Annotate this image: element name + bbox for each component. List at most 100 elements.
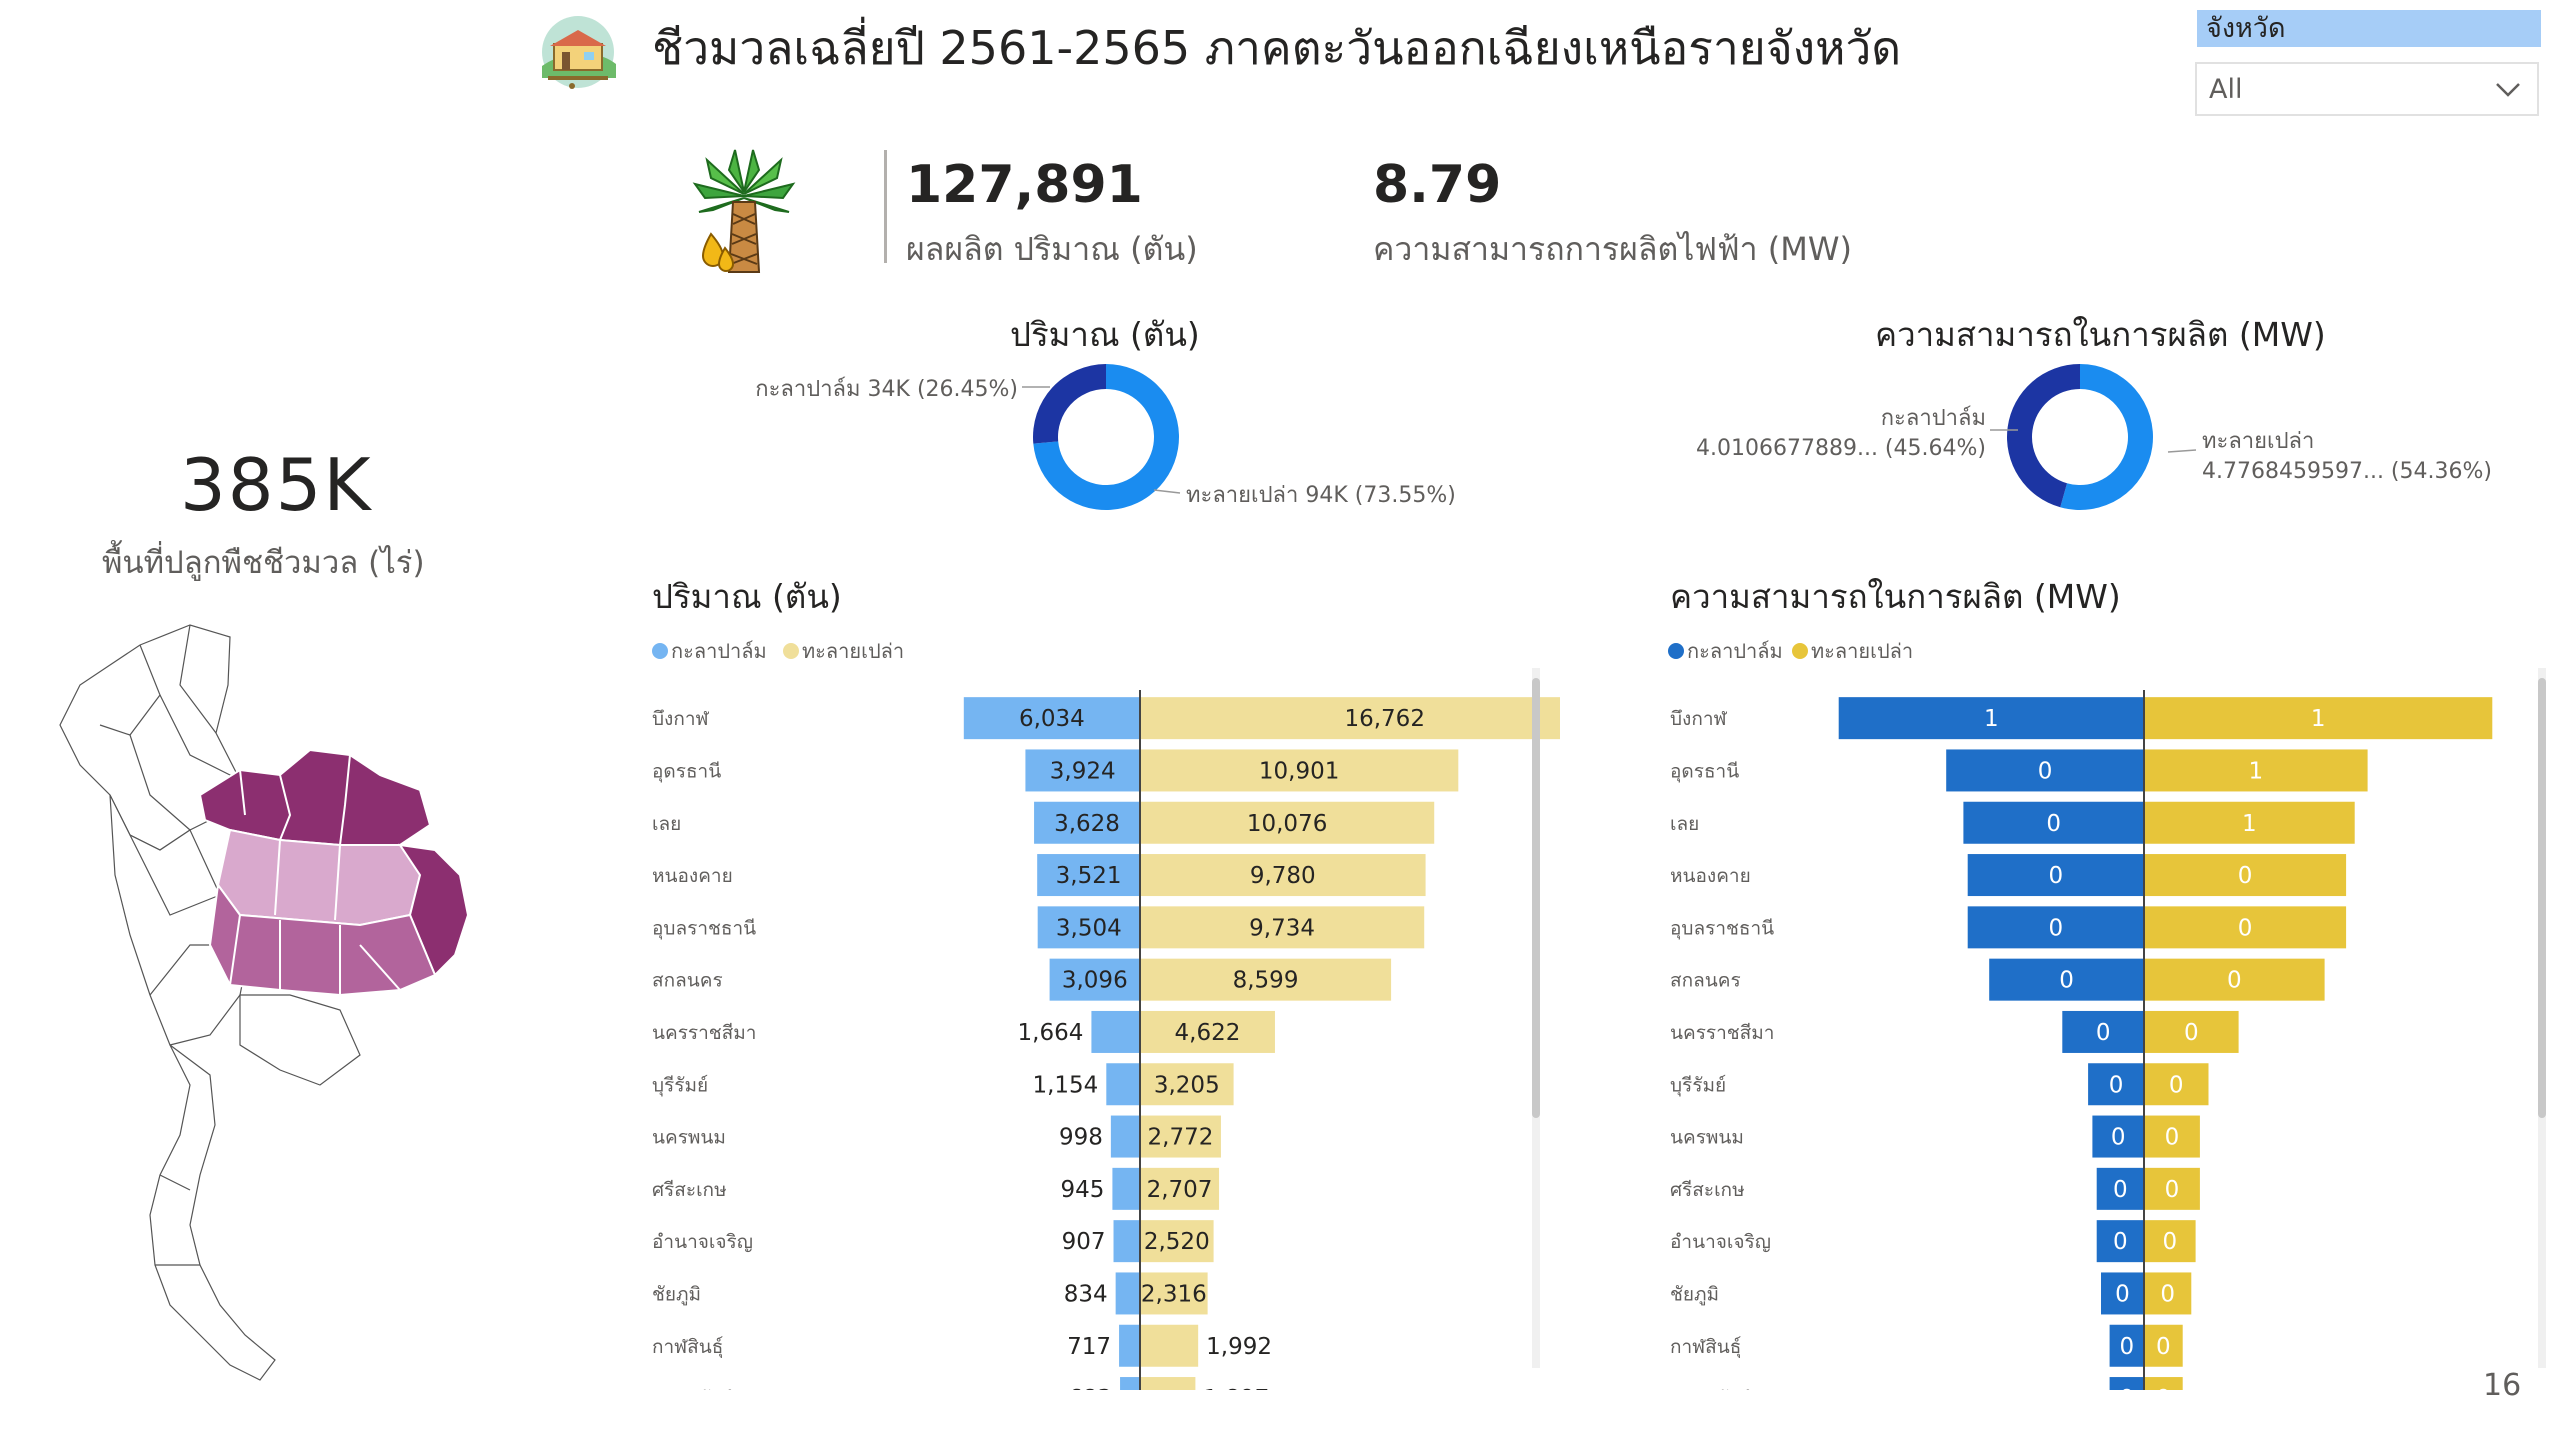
volume-bar-bar-left[interactable]	[1119, 1324, 1140, 1367]
capacity-bar-category-label: บุรีรัมย์	[1670, 1074, 1726, 1097]
volume-bar-value-label-left: 834	[1064, 1281, 1108, 1307]
volume-bar-scrollbar-thumb[interactable]	[1532, 678, 1540, 1118]
volume-bar-bar-left[interactable]	[1106, 1063, 1140, 1106]
volume-bar-bar-right[interactable]	[1140, 1377, 1196, 1390]
capacity-bar-bar-right[interactable]	[2144, 1220, 2196, 1263]
province-slicer-label: จังหวัด	[2197, 10, 2541, 47]
volume-bar-bar-right[interactable]	[1140, 1063, 1234, 1106]
volume-bar-bar-right[interactable]	[1140, 1272, 1208, 1315]
volume-bar-bar-right[interactable]	[1140, 697, 1560, 740]
volume-bar-bar-left[interactable]	[1091, 1010, 1140, 1053]
capacity-bar-bar-left[interactable]	[2092, 1115, 2144, 1158]
capacity-bar-bar-left[interactable]	[1946, 749, 2144, 792]
volume-bar-bar-right[interactable]	[1140, 1220, 1214, 1263]
volume-bar-bar-right[interactable]	[1140, 1167, 1220, 1210]
capacity-bar-bar-left[interactable]	[2088, 1063, 2144, 1106]
volume-bar-legend-label-0: กะลาปาล์ม	[671, 639, 767, 663]
volume-bar-value-label-left: 1,664	[1018, 1020, 1084, 1046]
capacity-bar-value-label-left: 0	[2038, 758, 2053, 784]
volume-bar-value-label-right: 2,316	[1141, 1281, 1207, 1307]
thailand-map[interactable]	[40, 615, 470, 1385]
capacity-bar-bar-right[interactable]	[2144, 1377, 2183, 1390]
volume-bar-value-label-left: 3,521	[1056, 863, 1122, 889]
map-province-central-row	[216, 828, 422, 927]
capacity-bar-value-label-left: 0	[2049, 863, 2064, 889]
donut-volume-title: ปริมาณ (ตัน)	[1010, 315, 1200, 354]
donut-capacity-slice-0[interactable]	[2060, 364, 2153, 510]
capacity-bar-bar-right[interactable]	[2144, 1167, 2200, 1210]
capacity-bar-bar-left[interactable]	[2062, 1010, 2144, 1053]
capacity-bar-bar-left[interactable]	[2109, 1324, 2144, 1367]
volume-bar-bar-right[interactable]	[1140, 958, 1392, 1001]
capacity-bar-bar-left[interactable]	[2096, 1220, 2144, 1263]
capacity-bar-bar-right[interactable]	[2144, 1010, 2239, 1053]
volume-bar-bar-left[interactable]	[1110, 1115, 1140, 1158]
volume-bar-bar-left[interactable]	[1037, 906, 1140, 949]
volume-bar-bar-left[interactable]	[1037, 854, 1140, 897]
page-number: 16	[2483, 1368, 2522, 1403]
capacity-bar-bar-right[interactable]	[2144, 1272, 2192, 1315]
volume-bar-category-label: อุบลราชธานี	[652, 917, 756, 940]
capacity-bar-legend-label-0: กะลาปาล์ม	[1687, 639, 1783, 663]
province-slicer-dropdown[interactable]: All	[2195, 62, 2539, 116]
volume-bar-value-label-left: 3,628	[1054, 811, 1120, 837]
capacity-bar-scrollbar-thumb[interactable]	[2538, 678, 2546, 1118]
volume-bar-bar-left[interactable]	[1112, 1167, 1140, 1210]
volume-bar-chart[interactable]: กะลาปาล์ม ทะลายเปล่าบึงกาฬ 6,034 16,762 อุดร…	[640, 620, 1560, 1390]
volume-bar-category-label: เลย	[652, 813, 681, 835]
capacity-bar-bar-left[interactable]	[1967, 854, 2144, 897]
capacity-bar-chart[interactable]: กะลาปาล์ม ทะลายเปล่าบึงกาฬ 1 1 อุดรธานี 0 1 เลย…	[1658, 620, 2558, 1390]
capacity-bar-bar-right[interactable]	[2144, 854, 2347, 897]
capacity-bar-bar-left[interactable]	[2109, 1377, 2144, 1390]
volume-bar-bar-left[interactable]	[1115, 1272, 1140, 1315]
volume-bar-bar-right[interactable]	[1140, 749, 1459, 792]
volume-bar-bar-left[interactable]	[1025, 749, 1140, 792]
donut-capacity-slice-1[interactable]	[2007, 364, 2080, 508]
capacity-bar-value-label-left: 0	[2111, 1125, 2126, 1151]
volume-bar-bar-right[interactable]	[1140, 1010, 1275, 1053]
volume-bar-bar-left[interactable]	[1120, 1377, 1140, 1390]
donut-volume-chart[interactable]: กะลาปาล์ม 34K (26.45%) ทะลายเปล่า 94K (7…	[740, 340, 1520, 540]
volume-bar-bar-left[interactable]	[1049, 958, 1140, 1001]
volume-bar-bar-right[interactable]	[1140, 1324, 1199, 1367]
volume-bar-bar-left[interactable]	[1034, 801, 1140, 844]
volume-bar-value-label-right: 1,992	[1206, 1334, 1272, 1360]
donut-volume-slice-0[interactable]	[1033, 364, 1179, 510]
capacity-bar-bar-right[interactable]	[2144, 1063, 2209, 1106]
capacity-bar-value-label-right: 0	[2162, 1229, 2177, 1255]
capacity-bar-legend-label-1: ทะลายเปล่า	[1811, 639, 1913, 663]
capacity-bar-bar-right[interactable]	[2144, 906, 2347, 949]
volume-bar-value-label-left: 1,154	[1032, 1072, 1098, 1098]
capacity-bar-bar-left[interactable]	[1967, 906, 2144, 949]
volume-bar-category-label: หนองบัวลำภู	[652, 1388, 756, 1390]
capacity-bar-bar-left[interactable]	[2096, 1167, 2144, 1210]
donut-volume-label-palm: กะลาปาล์ม 34K (26.45%)	[755, 377, 1018, 402]
capacity-bar-value-label-right: 0	[2165, 1177, 2180, 1203]
capacity-bar-value-label-left: 0	[2049, 915, 2064, 941]
donut-capacity-label-coconut-2: 4.7768459597... (54.36%)	[2202, 459, 2492, 484]
volume-bar-bar-left[interactable]	[1113, 1220, 1140, 1263]
capacity-bar-bar-right[interactable]	[2144, 749, 2368, 792]
capacity-bar-bar-left[interactable]	[1963, 801, 2144, 844]
volume-bar-category-label: อุดรธานี	[652, 760, 721, 783]
donut-capacity-chart[interactable]: กะลาปาล์ม 4.0106677889... (45.64%) ทะลาย…	[1690, 340, 2510, 540]
volume-bar-bar-left[interactable]	[963, 697, 1140, 740]
donut-capacity-leader-coconut	[2167, 449, 2197, 453]
capacity-bar-bar-left[interactable]	[1989, 958, 2144, 1001]
capacity-bar-bar-right[interactable]	[2144, 697, 2493, 740]
capacity-bar-bar-right[interactable]	[2144, 1115, 2200, 1158]
volume-bar-bar-right[interactable]	[1140, 906, 1425, 949]
volume-bar-bar-right[interactable]	[1140, 801, 1435, 844]
capacity-bar-bar-right[interactable]	[2144, 1324, 2183, 1367]
capacity-bar-bar-right[interactable]	[2144, 958, 2325, 1001]
volume-bar-bar-right[interactable]	[1140, 854, 1426, 897]
capacity-bar-bar-left[interactable]	[2101, 1272, 2144, 1315]
volume-bar-bar-right[interactable]	[1140, 1115, 1221, 1158]
volume-bar-category-label: ศรีสะเกษ	[652, 1179, 727, 1201]
capacity-bar-bar-left[interactable]	[1838, 697, 2144, 740]
donut-volume-slice-1[interactable]	[1033, 364, 1106, 444]
capacity-bar-value-label-right: 0	[2184, 1020, 2199, 1046]
capacity-bar-category-label: อุดรธานี	[1670, 760, 1739, 783]
capacity-bar-value-label-right: 0	[2156, 1386, 2171, 1390]
capacity-bar-bar-right[interactable]	[2144, 801, 2355, 844]
